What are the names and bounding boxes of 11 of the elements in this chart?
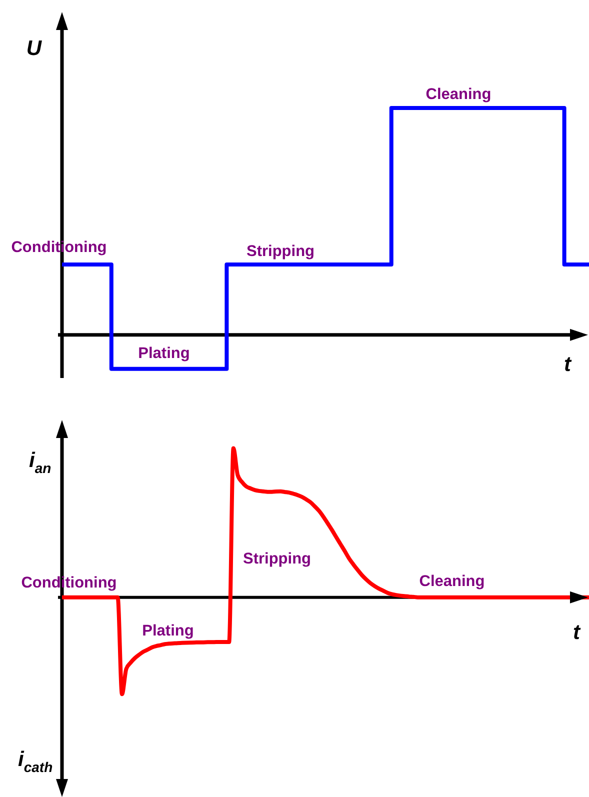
annotation: Stripping — [246, 243, 315, 260]
annotation: Plating — [138, 345, 190, 362]
y-axis-title: i$_{an}$ — [29, 449, 52, 476]
text: Cleaning — [426, 86, 492, 103]
x-axis-title: t — [564, 353, 572, 376]
annotation: Plating — [142, 622, 194, 640]
annotation: Cleaning — [419, 573, 485, 590]
x-axis-title: t — [573, 621, 581, 644]
y-axis-title: U — [26, 37, 42, 60]
annotation: Stripping — [242, 550, 312, 568]
text: i$_{cath}$ — [18, 748, 53, 775]
